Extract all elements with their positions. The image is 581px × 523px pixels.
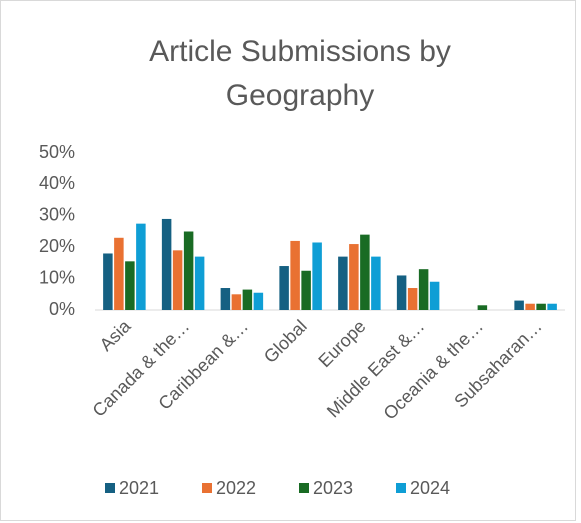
bar bbox=[418, 269, 429, 310]
bar bbox=[371, 256, 381, 310]
bar bbox=[407, 288, 418, 310]
bar bbox=[547, 303, 557, 310]
y-tick-label: 20% bbox=[39, 236, 75, 256]
bar bbox=[514, 300, 524, 310]
x-tick-label: Asia bbox=[96, 315, 136, 355]
bar bbox=[290, 240, 300, 310]
bar bbox=[279, 266, 289, 310]
legend-label: 2022 bbox=[216, 478, 256, 498]
x-tick-label: Oceania & the… bbox=[380, 316, 488, 424]
legend-label: 2023 bbox=[313, 478, 353, 498]
y-tick-label: 50% bbox=[39, 142, 75, 162]
y-tick-label: 40% bbox=[39, 173, 75, 193]
bar bbox=[396, 275, 407, 310]
bar bbox=[253, 292, 264, 310]
bar bbox=[312, 242, 322, 310]
bar bbox=[136, 223, 146, 310]
bar bbox=[194, 256, 205, 310]
legend-swatch bbox=[105, 483, 115, 493]
y-tick-label: 0% bbox=[49, 299, 75, 319]
y-tick-label: 10% bbox=[39, 267, 75, 287]
bar bbox=[536, 303, 546, 310]
bar bbox=[338, 256, 348, 310]
bar bbox=[349, 244, 359, 310]
legend-label: 2021 bbox=[119, 478, 159, 498]
bar bbox=[525, 303, 535, 310]
bar bbox=[360, 234, 370, 310]
bar bbox=[172, 250, 183, 310]
bar bbox=[231, 294, 242, 310]
bar bbox=[103, 253, 113, 310]
bar bbox=[161, 218, 172, 310]
bar bbox=[301, 270, 311, 310]
bar bbox=[220, 288, 231, 310]
x-tick-label: Global bbox=[260, 316, 311, 367]
y-tick-label: 30% bbox=[39, 205, 75, 225]
legend-swatch bbox=[396, 483, 406, 493]
bar bbox=[114, 237, 124, 310]
bar bbox=[242, 289, 253, 310]
x-tick-label: Europe bbox=[314, 316, 369, 371]
bar bbox=[429, 281, 440, 310]
bar bbox=[477, 305, 488, 310]
chart-title: Article Submissions by Geography bbox=[149, 35, 451, 112]
legend-swatch bbox=[299, 483, 309, 493]
bar bbox=[183, 231, 194, 310]
legend-label: 2024 bbox=[410, 478, 450, 498]
bar bbox=[125, 261, 135, 310]
legend-swatch bbox=[202, 483, 212, 493]
